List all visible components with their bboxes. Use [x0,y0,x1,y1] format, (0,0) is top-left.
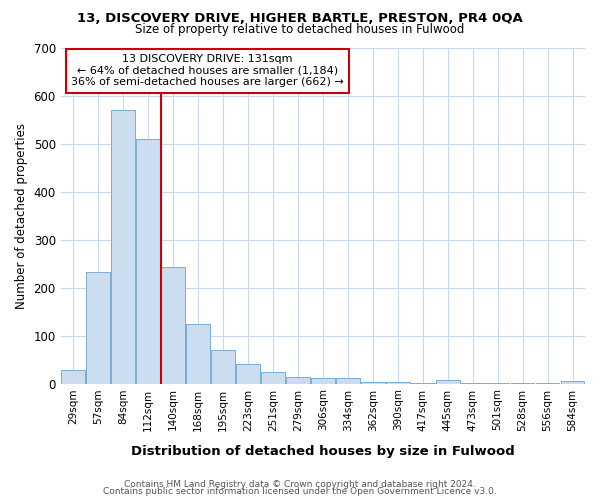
Bar [311,378,335,384]
Text: 13 DISCOVERY DRIVE: 131sqm
← 64% of detached houses are smaller (1,184)
36% of s: 13 DISCOVERY DRIVE: 131sqm ← 64% of deta… [71,54,344,88]
Bar [236,364,260,384]
Bar [560,380,584,384]
Bar [436,380,460,384]
Bar [136,138,160,384]
Text: Contains HM Land Registry data © Crown copyright and database right 2024.: Contains HM Land Registry data © Crown c… [124,480,476,489]
Bar [386,382,410,384]
Bar [261,372,285,384]
Text: Contains public sector information licensed under the Open Government Licence v3: Contains public sector information licen… [103,488,497,496]
Text: 13, DISCOVERY DRIVE, HIGHER BARTLE, PRESTON, PR4 0QA: 13, DISCOVERY DRIVE, HIGHER BARTLE, PRES… [77,12,523,26]
Bar [186,324,210,384]
Bar [61,370,85,384]
Y-axis label: Number of detached properties: Number of detached properties [15,122,28,308]
Bar [361,382,385,384]
Bar [211,350,235,384]
Text: Size of property relative to detached houses in Fulwood: Size of property relative to detached ho… [136,22,464,36]
Bar [161,267,185,384]
X-axis label: Distribution of detached houses by size in Fulwood: Distribution of detached houses by size … [131,444,515,458]
Bar [86,272,110,384]
Bar [411,382,434,384]
Bar [286,377,310,384]
Bar [111,110,135,384]
Bar [336,378,359,384]
